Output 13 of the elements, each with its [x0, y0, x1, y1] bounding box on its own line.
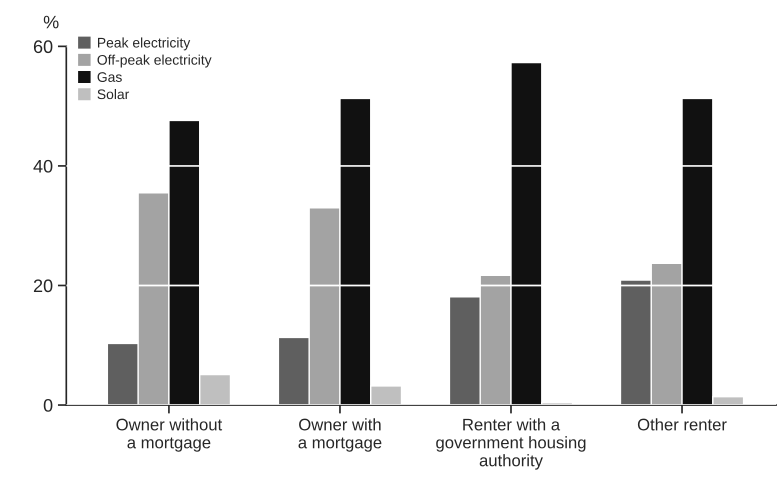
legend-label: Solar [97, 88, 130, 100]
y-axis-title: % [44, 16, 59, 28]
legend-label: Off-peak electricity [98, 54, 212, 68]
y-tick-label: 40 [33, 160, 52, 173]
y-tick-label: 60 [34, 40, 52, 54]
legend-label: Peak electricity [98, 37, 190, 50]
y-tick-label: 0 [44, 398, 52, 412]
x-tick-label: Renter with a government housing authority [436, 418, 586, 470]
x-tick-label: Other renter [638, 418, 727, 430]
x-tick-label: Owner with a mortgage [298, 418, 382, 452]
x-tick-label: Owner without a mortgage [116, 418, 222, 452]
legend-label: Gas [98, 72, 122, 82]
y-tick-label: 20 [34, 279, 52, 292]
